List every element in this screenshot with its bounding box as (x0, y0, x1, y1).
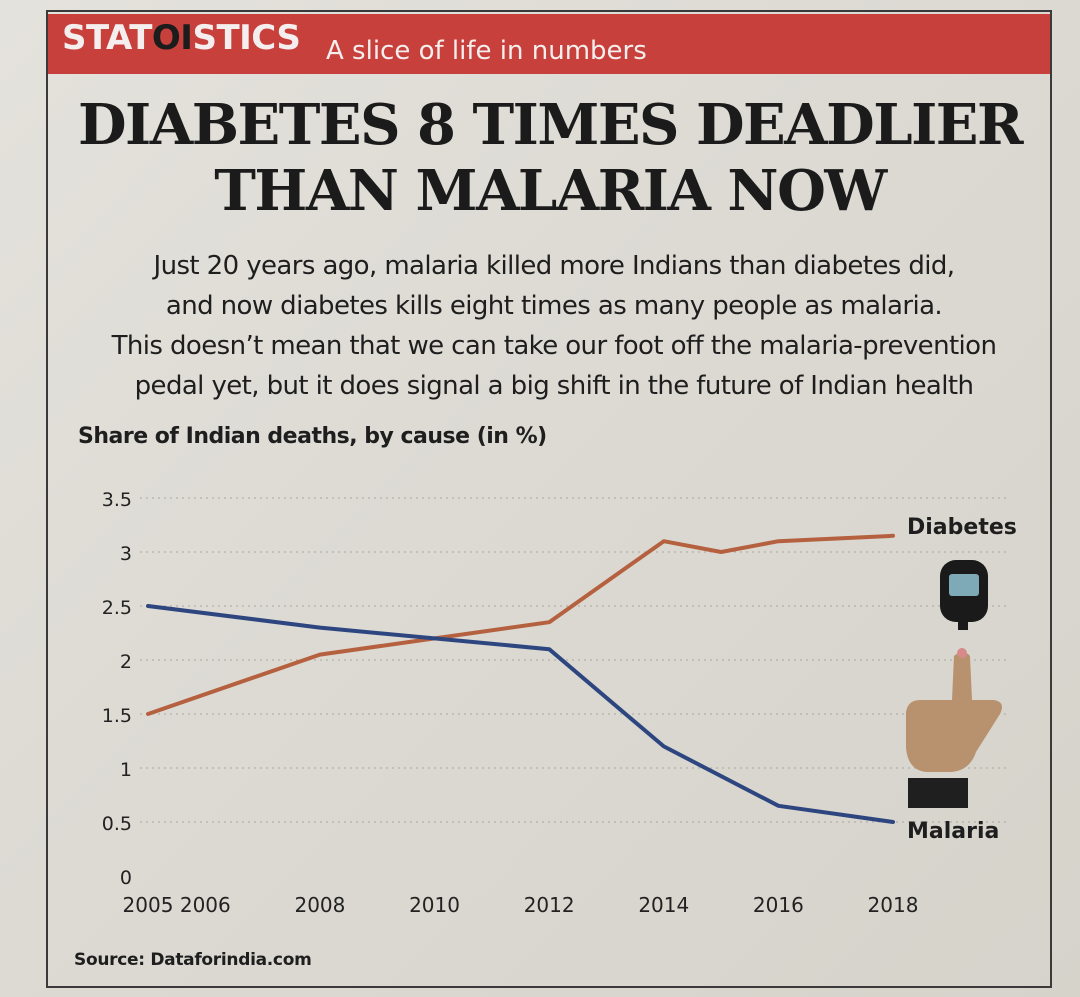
x-tick-label: 2005 (123, 893, 174, 917)
y-tick-label: 0.5 (102, 813, 132, 835)
y-axis-ticks: 0 0.5 1 1.5 2 2.5 3 3.5 (102, 489, 132, 889)
headline-line-2: THAN MALARIA NOW (214, 158, 887, 224)
pointing-hand-icon (906, 648, 1002, 808)
brand-suffix: STICS (192, 18, 301, 58)
glucose-meter-icon (940, 560, 988, 630)
y-tick-label: 1 (120, 759, 132, 781)
standfirst-line-3: This doesn’t mean that we can take our f… (111, 331, 997, 361)
y-tick-label: 3.5 (102, 489, 132, 511)
x-tick-label: 2014 (638, 893, 689, 917)
brand-middle: OI (151, 18, 193, 58)
x-tick-label: 2010 (409, 893, 460, 917)
standfirst-line-4: pedal yet, but it does signal a big shif… (134, 371, 974, 401)
chart-grid (140, 497, 1010, 823)
headline-line-1: DIABETES 8 TIMES DEADLIER (77, 92, 1024, 158)
headline: DIABETES 8 TIMES DEADLIER THAN MALARIA N… (60, 92, 1040, 224)
series-line-diabetes (146, 533, 895, 716)
glucose-meter-illustration (906, 560, 1002, 808)
x-tick-label: 2008 (294, 893, 345, 917)
x-axis-ticks: 2005 2006 2008 2010 2012 2014 2016 2018 (123, 893, 919, 917)
y-tick-label: 3 (120, 543, 132, 565)
standfirst-line-1: Just 20 years ago, malaria killed more I… (153, 251, 956, 281)
section-banner: STATOISTICS A slice of life in numbers (48, 14, 1050, 74)
y-tick-label: 0 (120, 867, 132, 889)
x-tick-label: 2018 (868, 893, 919, 917)
series-label-malaria: Malaria (907, 819, 999, 844)
y-tick-label: 1.5 (102, 705, 132, 727)
series-labels: Diabetes Malaria (907, 515, 1017, 844)
y-tick-label: 2 (120, 651, 132, 673)
source-note: Source: Dataforindia.com (74, 950, 312, 970)
x-tick-label: 2006 (180, 893, 231, 917)
x-tick-label: 2016 (753, 893, 804, 917)
x-tick-label: 2012 (524, 893, 575, 917)
clipping-border (46, 10, 1052, 988)
series-label-diabetes: Diabetes (907, 515, 1017, 540)
brand-prefix: STAT (62, 18, 152, 58)
standfirst: Just 20 years ago, malaria killed more I… (54, 246, 1054, 406)
standfirst-line-2: and now diabetes kills eight times as ma… (165, 291, 943, 321)
section-tagline: A slice of life in numbers (326, 36, 647, 66)
chart-title: Share of Indian deaths, by cause (in %) (78, 424, 547, 449)
chart-series (146, 533, 895, 824)
series-line-malaria (146, 604, 895, 824)
section-brand: STATOISTICS (62, 18, 301, 58)
y-tick-label: 2.5 (102, 597, 132, 619)
